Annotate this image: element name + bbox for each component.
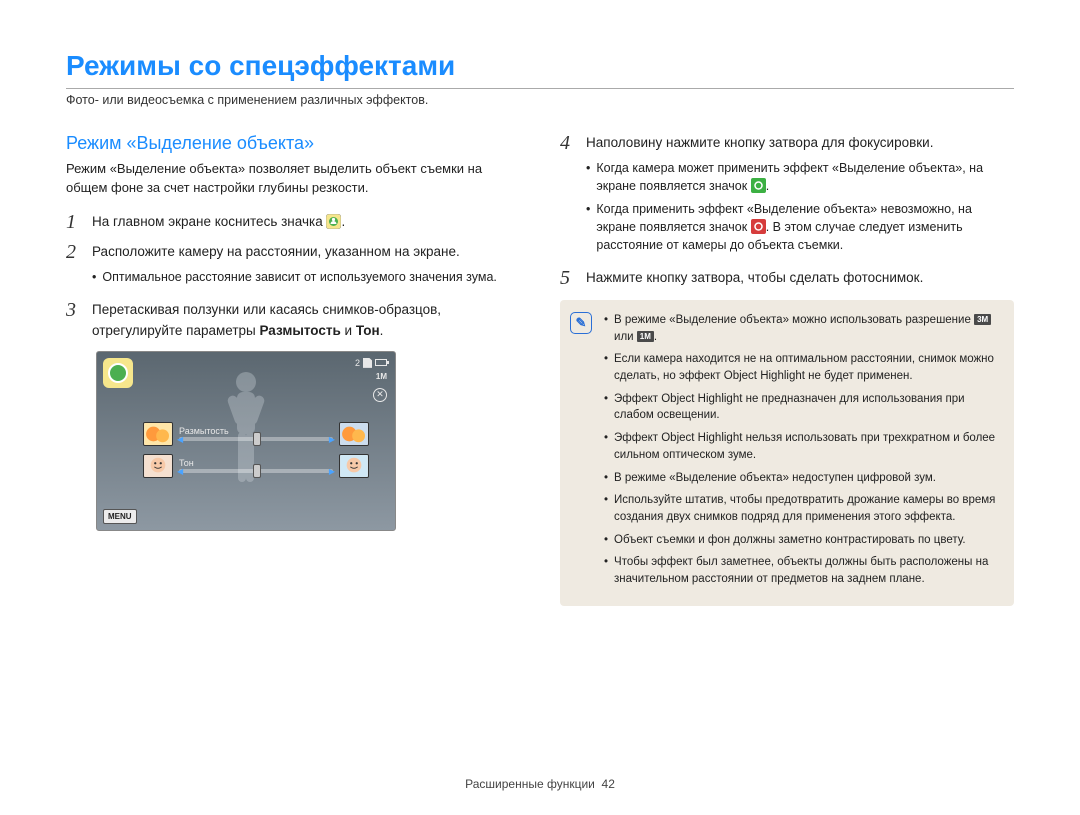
status-bar: 2	[355, 358, 387, 368]
manual-page: Режимы со спецэффектами Фото- или видеос…	[0, 0, 1080, 815]
blur-slider-row: Размытость ◀▶	[143, 422, 369, 446]
battery-icon	[375, 359, 387, 366]
error-indicator-icon	[751, 219, 766, 234]
step-text: Нажмите кнопку затвора, чтобы сделать фо…	[586, 268, 923, 288]
tone-slider-row: Тон ◀▶	[143, 454, 369, 478]
step-number: 4	[560, 133, 576, 258]
step-text: Наполовину нажмите кнопку затвора для фо…	[586, 133, 1014, 258]
page-subtitle: Фото- или видеосъемка с применением разл…	[66, 88, 1014, 107]
step-number: 3	[66, 300, 82, 341]
step-4: 4 Наполовину нажмите кнопку затвора для …	[560, 133, 1014, 258]
sub-bullets: Когда камера может применить эффект «Выд…	[586, 159, 1014, 254]
step-1: 1 На главном экране коснитесь значка .	[66, 212, 520, 232]
sub-bullets: Оптимальное расстояние зависит от исполь…	[92, 268, 497, 286]
sub-bullet: Когда камера может применить эффект «Выд…	[586, 159, 1014, 195]
resolution-badge-icon: 3M	[974, 314, 991, 325]
step-2: 2 Расположите камеру на расстоянии, указ…	[66, 242, 520, 290]
shots-remaining: 2	[355, 358, 360, 368]
left-column: Режим «Выделение объекта» Режим «Выделен…	[66, 133, 520, 606]
step-number: 2	[66, 242, 82, 290]
note-item: В режиме «Выделение объекта» можно испол…	[604, 312, 1000, 345]
sample-thumb-right	[339, 422, 369, 446]
step-5: 5 Нажмите кнопку затвора, чтобы сделать …	[560, 268, 1014, 288]
steps-left: 1 На главном экране коснитесь значка . 2…	[66, 212, 520, 341]
step-number: 1	[66, 212, 82, 232]
step-text: На главном экране коснитесь значка .	[92, 212, 345, 232]
page-number: 42	[602, 777, 615, 791]
right-column: 4 Наполовину нажмите кнопку затвора для …	[560, 133, 1014, 606]
note-item: Чтобы эффект был заметнее, объекты должн…	[604, 554, 1000, 587]
flash-off-icon: ✕	[373, 388, 387, 402]
sample-thumb-left	[143, 454, 173, 478]
page-title: Режимы со спецэффектами	[66, 50, 1014, 82]
steps-right: 4 Наполовину нажмите кнопку затвора для …	[560, 133, 1014, 288]
page-footer: Расширенные функции 42	[0, 777, 1080, 791]
step-text: Расположите камеру на расстоянии, указан…	[92, 242, 497, 290]
sub-bullet: Когда применить эффект «Выделение объект…	[586, 200, 1014, 254]
mode-badge-icon	[103, 358, 133, 388]
section-heading: Режим «Выделение объекта»	[66, 133, 520, 154]
note-icon: ✎	[570, 312, 592, 334]
menu-button[interactable]: MENU	[103, 509, 137, 524]
sample-thumb-left	[143, 422, 173, 446]
resolution-indicator: 1M	[376, 372, 387, 381]
step-text: Перетаскивая ползунки или касаясь снимко…	[92, 300, 520, 341]
note-item: Если камера находится не на оптимальном …	[604, 351, 1000, 384]
sd-card-icon	[363, 358, 372, 368]
tone-slider[interactable]: Тон ◀▶	[179, 458, 333, 473]
camera-screen-preview: 2 1M ✕ Размытость ◀▶	[96, 351, 396, 531]
step-number: 5	[560, 268, 576, 288]
sub-bullet: Оптимальное расстояние зависит от исполь…	[92, 268, 497, 286]
note-box: ✎ В режиме «Выделение объекта» можно исп…	[560, 300, 1014, 605]
note-item: Эффект Object Highlight нельзя использов…	[604, 430, 1000, 463]
note-item: Объект съемки и фон должны заметно контр…	[604, 532, 1000, 549]
sample-thumb-right	[339, 454, 369, 478]
step-3: 3 Перетаскивая ползунки или касаясь сним…	[66, 300, 520, 341]
ok-indicator-icon	[751, 178, 766, 193]
note-item: В режиме «Выделение объекта» недоступен …	[604, 470, 1000, 487]
note-item: Используйте штатив, чтобы предотвратить …	[604, 492, 1000, 525]
two-column-layout: Режим «Выделение объекта» Режим «Выделен…	[66, 133, 1014, 606]
resolution-badge-icon: 1M	[637, 331, 654, 342]
slider-controls: Размытость ◀▶ Тон ◀▶	[143, 422, 369, 486]
footer-section: Расширенные функции	[465, 777, 595, 791]
note-item: Эффект Object Highlight не предназначен …	[604, 391, 1000, 424]
blur-slider[interactable]: Размытость ◀▶	[179, 426, 333, 441]
note-list: В режиме «Выделение объекта» можно испол…	[604, 312, 1000, 587]
section-intro: Режим «Выделение объекта» позволяет выде…	[66, 160, 520, 198]
mode-icon	[326, 214, 341, 229]
